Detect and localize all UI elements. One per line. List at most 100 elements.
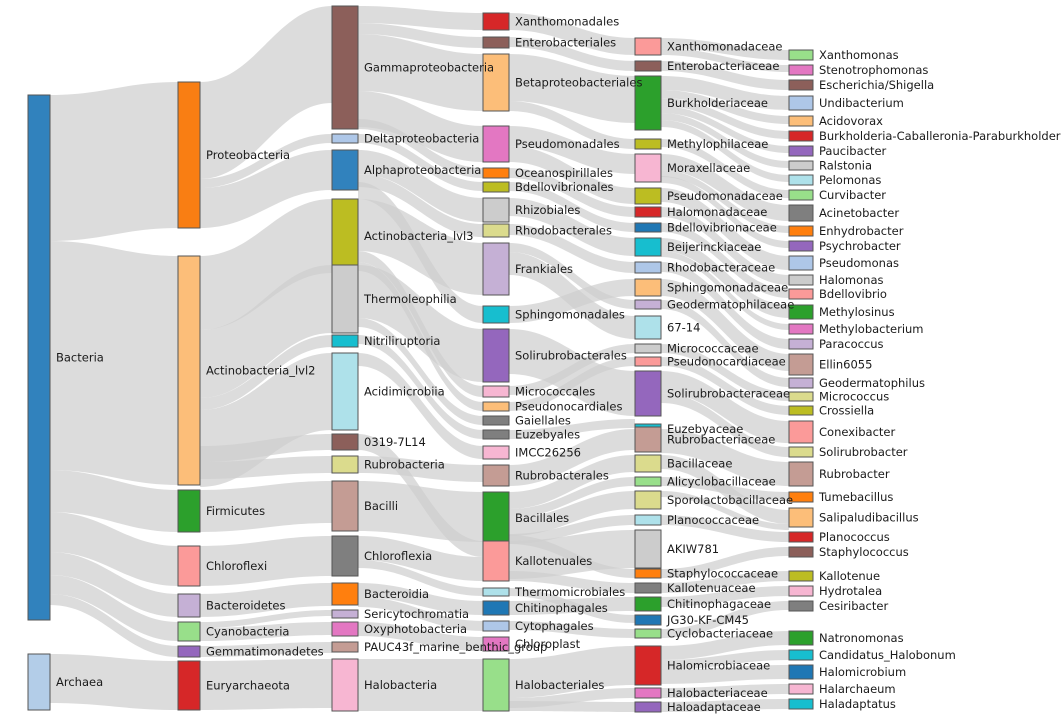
sankey-node[interactable] (27, 653, 51, 711)
sankey-link[interactable] (661, 154, 789, 221)
sankey-node[interactable] (482, 305, 510, 324)
sankey-link[interactable] (661, 207, 789, 285)
sankey-link[interactable] (200, 536, 332, 586)
sankey-node[interactable] (634, 614, 662, 626)
sankey-link[interactable] (50, 241, 178, 485)
sankey-link[interactable] (661, 684, 789, 698)
sankey-link[interactable] (358, 119, 483, 178)
sankey-node[interactable] (788, 546, 814, 558)
sankey-node[interactable] (788, 323, 814, 335)
sankey-link[interactable] (200, 481, 332, 532)
sankey-node[interactable] (331, 480, 359, 532)
sankey-link[interactable] (661, 90, 789, 124)
sankey-link[interactable] (661, 279, 789, 371)
sankey-node[interactable] (482, 242, 510, 296)
sankey-link[interactable] (509, 491, 635, 536)
sankey-node[interactable] (634, 582, 662, 594)
sankey-link[interactable] (509, 224, 635, 273)
sankey-node[interactable] (788, 630, 814, 646)
sankey-link[interactable] (50, 575, 178, 641)
sankey-link[interactable] (50, 82, 178, 241)
sankey-node[interactable] (788, 255, 814, 271)
sankey-node[interactable] (331, 149, 359, 191)
sankey-link[interactable] (509, 515, 635, 544)
sankey-node[interactable] (788, 391, 814, 402)
sankey-node[interactable] (482, 540, 510, 582)
sankey-link[interactable] (200, 610, 332, 628)
sankey-node[interactable] (482, 464, 510, 487)
sankey-node[interactable] (634, 687, 662, 699)
sankey-link[interactable] (509, 252, 635, 339)
sankey-node[interactable] (27, 94, 51, 621)
sankey-link[interactable] (509, 13, 635, 55)
sankey-node[interactable] (788, 649, 814, 661)
sankey-node[interactable] (634, 454, 662, 473)
sankey-link[interactable] (200, 335, 332, 410)
sankey-link[interactable] (509, 101, 635, 149)
sankey-node[interactable] (788, 377, 814, 389)
sankey-node[interactable] (788, 507, 814, 528)
sankey-link[interactable] (200, 265, 332, 398)
sankey-link[interactable] (509, 646, 635, 698)
sankey-node[interactable] (788, 338, 814, 350)
sankey-link[interactable] (509, 54, 635, 123)
sankey-link[interactable] (509, 329, 635, 416)
sankey-node[interactable] (634, 37, 662, 56)
sankey-node[interactable] (788, 420, 814, 444)
sankey-link[interactable] (200, 583, 332, 617)
sankey-link[interactable] (661, 61, 789, 90)
sankey-node[interactable] (634, 343, 662, 354)
sankey-node[interactable] (634, 237, 662, 257)
sankey-link[interactable] (50, 470, 178, 532)
sankey-node[interactable] (634, 261, 662, 274)
sankey-node[interactable] (482, 36, 510, 49)
sankey-link[interactable] (661, 48, 789, 72)
sankey-node[interactable] (634, 315, 662, 340)
sankey-node[interactable] (482, 415, 510, 426)
sankey-link[interactable] (661, 176, 789, 248)
sankey-link[interactable] (509, 168, 635, 217)
sankey-link[interactable] (509, 701, 635, 712)
sankey-link[interactable] (509, 621, 635, 638)
sankey-node[interactable] (788, 189, 814, 201)
sankey-link[interactable] (358, 91, 483, 162)
sankey-link[interactable] (661, 238, 789, 318)
sankey-link[interactable] (200, 622, 332, 641)
sankey-link[interactable] (661, 76, 789, 110)
sankey-link[interactable] (200, 199, 332, 330)
sankey-link[interactable] (661, 631, 789, 660)
sankey-link[interactable] (358, 265, 483, 382)
sankey-link[interactable] (509, 419, 635, 439)
sankey-node[interactable] (482, 328, 510, 383)
sankey-node[interactable] (634, 153, 662, 183)
sankey-link[interactable] (661, 665, 789, 684)
sankey-link[interactable] (661, 251, 789, 330)
sankey-node[interactable] (331, 609, 359, 619)
sankey-node[interactable] (482, 53, 510, 112)
sankey-node[interactable] (788, 683, 814, 695)
sankey-node[interactable] (788, 304, 814, 320)
sankey-node[interactable] (634, 490, 662, 510)
sankey-link[interactable] (200, 6, 332, 179)
sankey-link[interactable] (509, 126, 635, 174)
sankey-link[interactable] (200, 456, 332, 479)
sankey-node[interactable] (634, 60, 662, 72)
sankey-node[interactable] (634, 278, 662, 297)
sankey-node[interactable] (482, 429, 510, 440)
sankey-link[interactable] (358, 6, 483, 30)
sankey-node[interactable] (482, 167, 510, 179)
sankey-link[interactable] (661, 491, 789, 530)
sankey-link[interactable] (358, 622, 483, 651)
sankey-link[interactable] (661, 98, 789, 139)
sankey-node[interactable] (634, 568, 662, 579)
sankey-node[interactable] (634, 514, 662, 526)
sankey-node[interactable] (177, 81, 201, 229)
sankey-link[interactable] (661, 113, 789, 168)
sankey-node[interactable] (788, 274, 814, 286)
sankey-link[interactable] (358, 150, 483, 222)
sankey-node[interactable] (634, 187, 662, 205)
sankey-link[interactable] (661, 188, 789, 270)
sankey-node[interactable] (634, 299, 662, 310)
sankey-node[interactable] (177, 489, 201, 533)
sankey-node[interactable] (788, 95, 814, 111)
